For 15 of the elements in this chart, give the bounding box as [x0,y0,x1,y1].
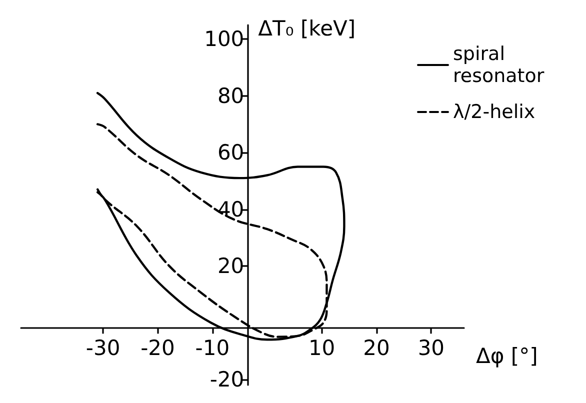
x-tick-label: -30 [86,336,120,360]
x-tick-label: -20 [140,336,175,360]
y-tick-label: -20 [210,367,244,392]
legend-label: spiral resonator [453,43,544,87]
legend-label: λ/2-helix [453,101,536,123]
y-tick-label: 20 [217,254,244,278]
x-tick-label: 20 [363,336,390,360]
y-axis-title: ΔT₀ [keV] [258,16,356,40]
x-tick-label: 30 [418,336,445,360]
y-tick-label: 100 [204,27,244,52]
x-tick-label: -10 [195,336,230,360]
y-tick-label: 60 [217,140,244,165]
y-tick-label: 80 [217,84,244,108]
x-axis-title: Δφ [°] [476,344,538,368]
x-tick-label: 10 [308,336,336,360]
